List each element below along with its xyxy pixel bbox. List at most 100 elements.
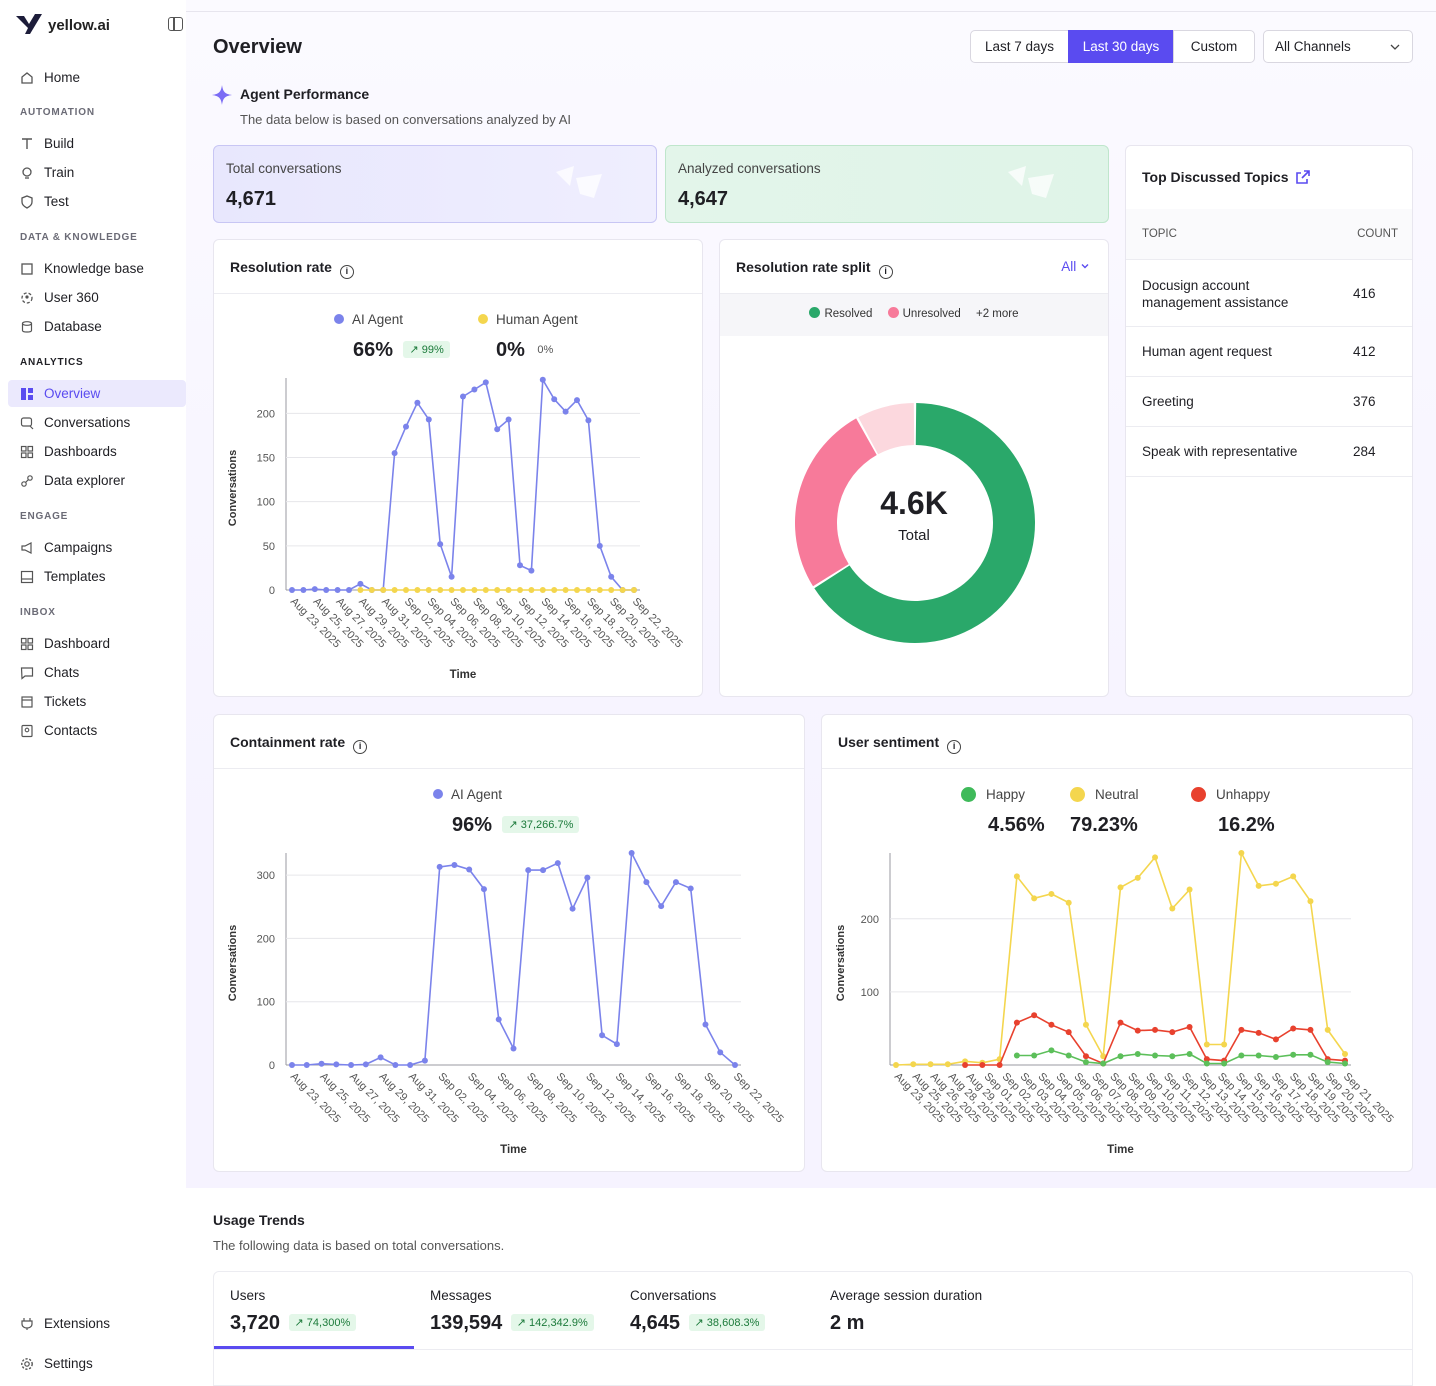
nav-database[interactable]: Database xyxy=(8,313,186,340)
tab-conversations[interactable]: Conversations 4,645 ↗ 38,608.3% xyxy=(614,1272,814,1349)
trend-badge-value: 142,342.9% xyxy=(529,1317,588,1329)
tab-value: 4,645 xyxy=(630,1312,681,1334)
data-point xyxy=(1117,1019,1124,1026)
nav-tickets[interactable]: Tickets xyxy=(8,688,186,715)
nav-label: Templates xyxy=(44,569,106,584)
nav-home[interactable]: Home xyxy=(8,64,186,91)
nav-label: Settings xyxy=(44,1356,93,1371)
data-point xyxy=(1031,895,1038,902)
info-icon[interactable]: i xyxy=(339,265,354,279)
nav-test[interactable]: Test xyxy=(8,188,186,215)
range-custom[interactable]: Custom xyxy=(1173,30,1255,63)
nav-data-explorer[interactable]: Data explorer xyxy=(8,467,186,494)
tab-users[interactable]: Users 3,720 ↗ 74,300% xyxy=(214,1272,414,1349)
nav-user-360[interactable]: User 360 xyxy=(8,284,186,311)
data-point xyxy=(517,562,523,569)
channel-select[interactable]: All Channels xyxy=(1263,30,1413,63)
nav-label: Database xyxy=(44,319,102,334)
nav-extensions[interactable]: Extensions xyxy=(8,1310,186,1337)
nav-overview[interactable]: Overview xyxy=(8,380,186,407)
data-point xyxy=(1307,1051,1314,1058)
split-filter-dropdown[interactable]: All xyxy=(1061,259,1090,274)
legend-dot xyxy=(809,307,821,318)
nav-label: Data explorer xyxy=(44,473,126,488)
y-tick-label: 300 xyxy=(257,870,275,882)
data-point xyxy=(517,587,523,593)
tab-value: 3,720 xyxy=(230,1312,281,1334)
nav-knowledge-base[interactable]: Knowledge base xyxy=(8,255,186,282)
legend-unresolved[interactable]: Unresolved xyxy=(902,308,961,320)
nav-train[interactable]: Train xyxy=(8,159,186,186)
top-topics-title: Top Discussed Topics xyxy=(1142,169,1289,185)
resolution-split-donut xyxy=(795,403,1035,643)
data-point xyxy=(1065,1029,1072,1036)
sidebar: yellow.ai Home AUTOMATION Build Train Te… xyxy=(0,0,186,1386)
y-tick-label: 100 xyxy=(861,987,879,999)
data-point xyxy=(1100,1053,1107,1060)
info-icon[interactable]: i xyxy=(878,265,893,279)
data-point xyxy=(357,580,364,587)
tab-session-duration[interactable]: Average session duration 2 m xyxy=(814,1272,1034,1349)
unhappy-face-icon xyxy=(1191,787,1206,802)
nav-contacts[interactable]: Contacts xyxy=(8,717,186,744)
data-point xyxy=(1152,1052,1159,1059)
info-icon[interactable]: i xyxy=(947,740,962,754)
count-column-header: COUNT xyxy=(1357,228,1398,240)
data-point xyxy=(1065,899,1072,906)
topic-column-header: TOPIC xyxy=(1142,228,1177,240)
chevron-down-icon xyxy=(1390,40,1400,55)
data-point xyxy=(1238,1052,1245,1059)
nav-build[interactable]: Build xyxy=(8,130,186,157)
nav-dashboards[interactable]: Dashboards xyxy=(8,438,186,465)
external-link-icon[interactable] xyxy=(1295,169,1311,185)
data-point xyxy=(1221,1060,1228,1067)
legend-dot xyxy=(334,314,344,324)
build-icon xyxy=(20,137,34,151)
data-point xyxy=(1203,1056,1210,1063)
containment-rate-title: Containment rate xyxy=(230,734,346,750)
y-axis-title: Conversations xyxy=(227,450,239,526)
nav-settings[interactable]: Settings xyxy=(8,1350,186,1377)
paper-plane-icon xyxy=(556,166,602,198)
info-icon[interactable]: i xyxy=(353,740,368,754)
brand-name: yellow.ai xyxy=(48,16,110,34)
data-point xyxy=(1290,873,1297,880)
gear-icon xyxy=(20,1357,34,1371)
legend-more[interactable]: +2 more xyxy=(976,308,1019,320)
resolution-split-title: Resolution rate split xyxy=(736,259,871,275)
data-point xyxy=(1013,1019,1020,1026)
nav-campaigns[interactable]: Campaigns xyxy=(8,534,186,561)
chat-icon xyxy=(20,666,34,680)
kpi-analyzed-conversations: Analyzed conversations 4,647 xyxy=(665,145,1109,223)
paper-plane-icon xyxy=(1008,166,1054,198)
data-point xyxy=(318,1060,325,1067)
range-7-days[interactable]: Last 7 days xyxy=(970,30,1069,63)
nav-conversations[interactable]: Conversations xyxy=(8,409,186,436)
legend-resolved[interactable]: Resolved xyxy=(824,308,873,320)
nav-chats[interactable]: Chats xyxy=(8,659,186,686)
x-tick-label: Sep 22, 2025 xyxy=(731,1071,786,1126)
data-point xyxy=(1203,1041,1210,1048)
data-point xyxy=(448,587,455,593)
brand-logo[interactable]: yellow.ai xyxy=(16,14,110,36)
data-point xyxy=(368,587,375,593)
ai-resolution-value: 66% xyxy=(353,339,394,361)
kpi-label: Analyzed conversations xyxy=(678,161,821,176)
data-point xyxy=(494,587,501,593)
data-point xyxy=(437,587,444,593)
range-30-days[interactable]: Last 30 days xyxy=(1068,30,1174,63)
data-point xyxy=(528,567,535,574)
section-analytics: ANALYTICS xyxy=(20,357,84,368)
grid-icon xyxy=(20,637,34,651)
data-point xyxy=(1152,1026,1159,1033)
nav-templates[interactable]: Templates xyxy=(8,563,186,590)
data-point xyxy=(628,850,635,856)
yellow-logo-icon xyxy=(16,14,42,34)
donut-total-value: 4.6K xyxy=(880,485,948,521)
data-point xyxy=(1117,884,1124,891)
tab-messages[interactable]: Messages 139,594 ↗ 142,342.9% xyxy=(414,1272,614,1349)
data-point xyxy=(1031,1012,1038,1019)
sidebar-collapse-icon[interactable] xyxy=(168,17,183,31)
nav-dashboard[interactable]: Dashboard xyxy=(8,630,186,657)
trend-badge: ↗ 37,266.7% xyxy=(502,816,580,833)
